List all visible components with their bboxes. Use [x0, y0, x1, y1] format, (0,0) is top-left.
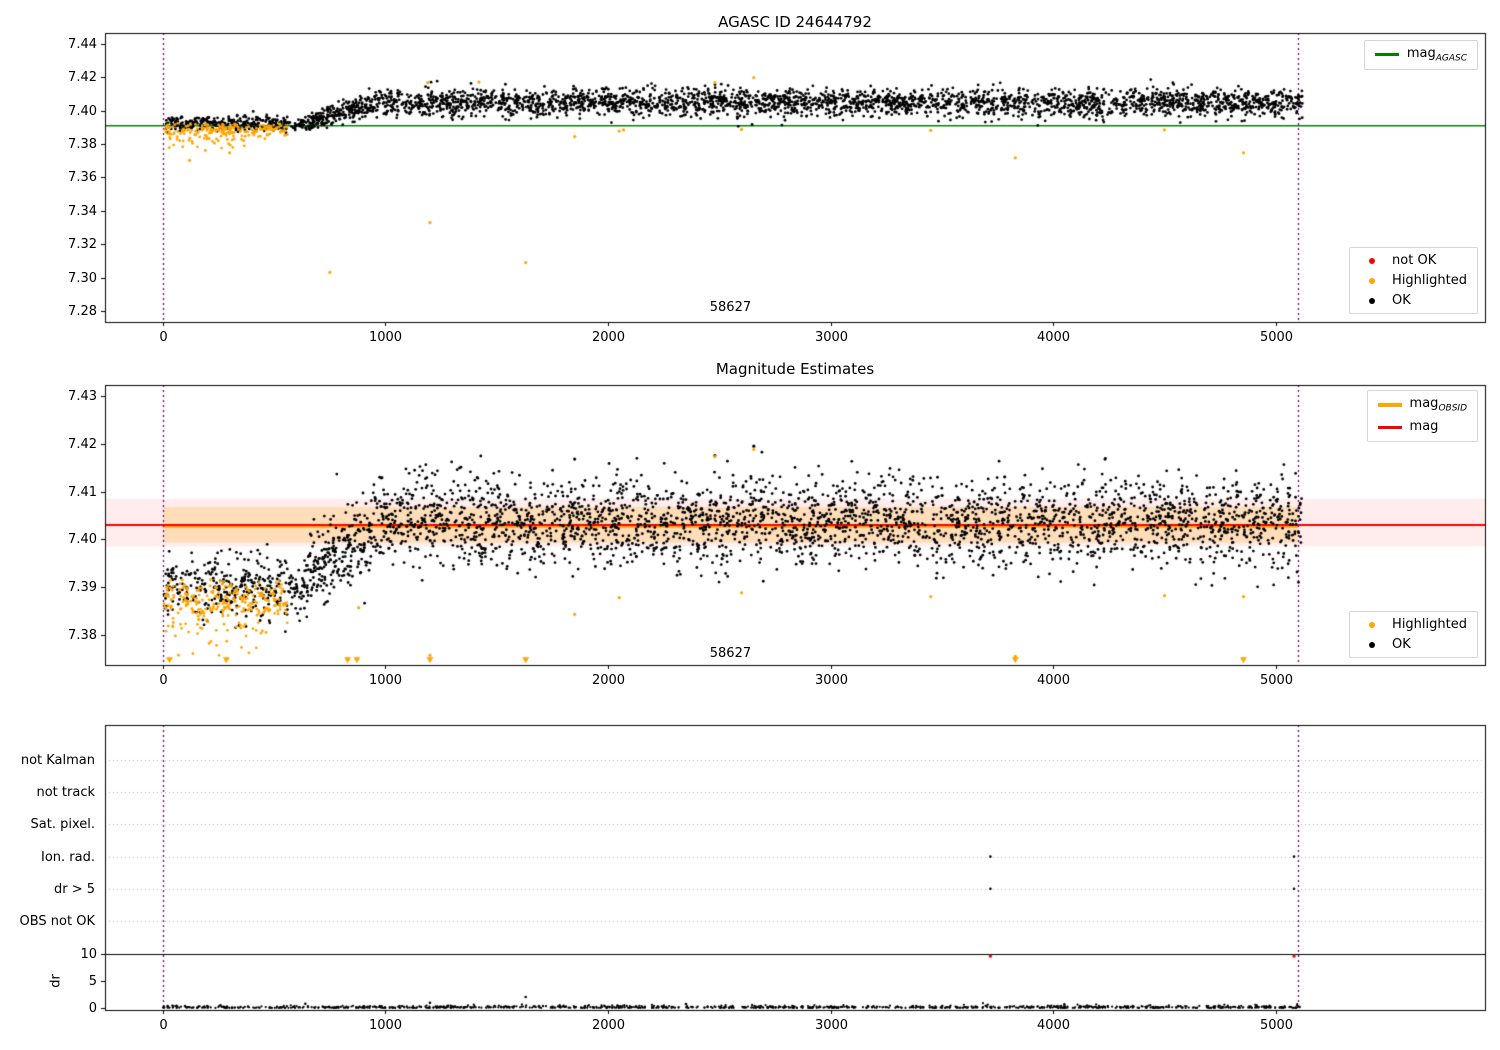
- legend-label-mag-agasc: magAGASC: [1407, 46, 1467, 64]
- legend-entry-highlighted: Highlighted: [1360, 273, 1467, 288]
- marker-swatch-box: [1360, 257, 1384, 264]
- legend-mag-lines: magOBSID mag: [1366, 390, 1478, 443]
- marker-swatch-box: [1360, 277, 1384, 284]
- legend-subscript: AGASC: [1435, 53, 1467, 64]
- marker-swatch-box: [1360, 297, 1384, 304]
- legend-mag-agasc: magAGASC: [1363, 40, 1478, 70]
- legend-subscript: OBSID: [1438, 403, 1467, 414]
- legend-entry-mag: mag: [1377, 419, 1467, 437]
- legend-entry-ok: OK: [1360, 293, 1467, 308]
- mag-agasc-line-swatch: [1374, 53, 1399, 57]
- legend-label-ok: OK: [1392, 293, 1411, 308]
- legend-entry-highlighted: Highlighted: [1360, 617, 1467, 632]
- legend-entry-mag-agasc: magAGASC: [1374, 46, 1467, 64]
- legend-label-mag: mag: [1410, 419, 1439, 437]
- legend-label-highlighted: Highlighted: [1392, 273, 1467, 288]
- legend-middle-markers: Highlighted OK: [1349, 611, 1478, 658]
- chart-title-middle: Magnitude Estimates: [715, 360, 875, 378]
- legend-label-mag-obsid: magOBSID: [1410, 396, 1467, 414]
- legend-entry-mag-obsid: magOBSID: [1377, 396, 1467, 414]
- highlighted-dot-icon: [1369, 621, 1376, 628]
- legend-top-markers: not OK Highlighted OK: [1349, 247, 1478, 314]
- ok-dot-icon: [1369, 297, 1376, 304]
- mag-line-swatch: [1377, 425, 1402, 429]
- marker-swatch-box: [1360, 641, 1384, 648]
- not-ok-dot-icon: [1369, 257, 1376, 264]
- legend-label-not-ok: not OK: [1392, 253, 1437, 268]
- legend-label-highlighted: Highlighted: [1392, 617, 1467, 632]
- legend-text: mag: [1406, 46, 1436, 61]
- mag-obsid-line-swatch: [1377, 402, 1402, 407]
- chart-title-top: AGASC ID 24644792: [718, 13, 872, 31]
- legend-label-ok: OK: [1392, 637, 1411, 652]
- ok-dot-icon: [1369, 641, 1376, 648]
- legend-text: mag: [1409, 396, 1439, 411]
- legend-text: mag: [1409, 418, 1439, 434]
- highlighted-dot-icon: [1369, 277, 1376, 284]
- marker-swatch-box: [1360, 621, 1384, 628]
- legend-entry-not-ok: not OK: [1360, 253, 1467, 268]
- legend-entry-ok: OK: [1360, 637, 1467, 652]
